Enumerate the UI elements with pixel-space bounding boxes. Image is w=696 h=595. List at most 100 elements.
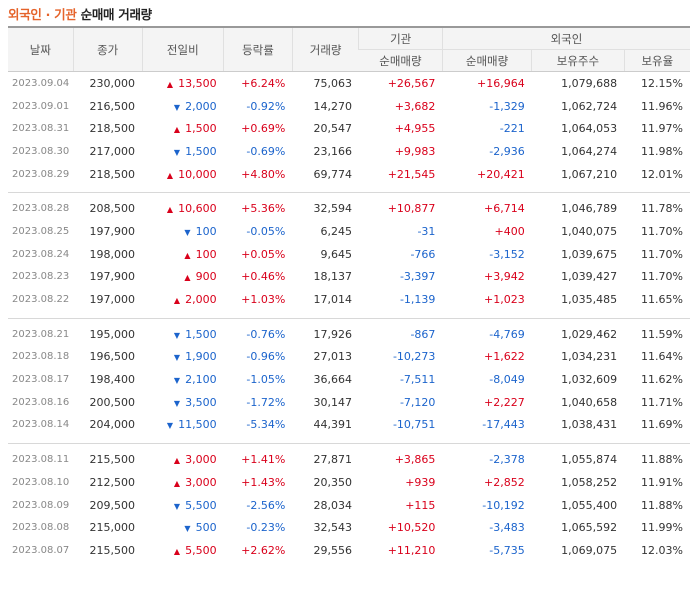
row-volume: 20,547 bbox=[313, 122, 352, 136]
row-date: 2023.08.29 bbox=[12, 168, 70, 180]
row-rate: -2.56% bbox=[246, 498, 286, 512]
row-holdings: 1,046,789 bbox=[561, 202, 618, 216]
header-holdings: 보유주수 bbox=[531, 49, 625, 72]
row-rate: -1.72% bbox=[246, 395, 286, 409]
group-separator bbox=[8, 310, 690, 319]
up-triangle-icon: ▲ bbox=[184, 273, 191, 283]
row-ratio: 11.64% bbox=[641, 350, 683, 364]
up-triangle-icon: ▲ bbox=[166, 79, 174, 89]
row-rate: +2.62% bbox=[241, 543, 286, 557]
row-date: 2023.08.10 bbox=[12, 476, 70, 488]
row-close: 197,900 bbox=[89, 224, 136, 238]
row-date: 2023.09.04 bbox=[12, 77, 70, 89]
row-holdings: 1,064,274 bbox=[561, 144, 618, 158]
row-foreign-net: -5,735 bbox=[489, 543, 525, 557]
row-close: 197,000 bbox=[89, 293, 136, 307]
row-change-value: 500 bbox=[195, 521, 217, 535]
row-holdings: 1,055,874 bbox=[561, 453, 618, 467]
row-foreign-net: +1,622 bbox=[484, 350, 525, 364]
row-volume: 27,013 bbox=[313, 350, 352, 364]
down-triangle-icon: ▼ bbox=[173, 398, 181, 408]
table-row: 2023.08.17 198,400 ▼ 2,100 -1.05% 36,664 -7,51… bbox=[8, 368, 690, 391]
header-foreign: 외국인 bbox=[441, 26, 690, 50]
row-ratio: 11.70% bbox=[641, 270, 683, 284]
row-foreign-net: -4,769 bbox=[489, 327, 525, 341]
row-volume: 20,350 bbox=[313, 475, 352, 489]
investor-trading-table: 날짜 종가 전일비 등락률 거래량 기관 외국인 순매매량 순매매량 보유주수 … bbox=[8, 26, 690, 562]
row-change: ▼ 500 bbox=[142, 516, 224, 539]
row-change: ▼ 2,000 bbox=[142, 95, 224, 118]
row-ratio: 11.78% bbox=[641, 202, 683, 216]
row-ratio: 11.88% bbox=[641, 453, 683, 467]
row-ratio: 12.15% bbox=[641, 76, 683, 90]
up-triangle-icon: ▲ bbox=[173, 125, 181, 135]
row-rate: -1.05% bbox=[246, 373, 286, 387]
row-rate: +0.69% bbox=[241, 122, 286, 136]
row-change-value: 1,500 bbox=[185, 122, 217, 136]
row-ratio: 11.62% bbox=[641, 373, 683, 387]
row-ratio: 11.99% bbox=[641, 521, 683, 535]
row-foreign-net: -3,483 bbox=[489, 521, 525, 535]
row-volume: 17,014 bbox=[313, 293, 352, 307]
row-inst-net: -31 bbox=[417, 224, 436, 238]
row-foreign-net: -2,378 bbox=[489, 453, 525, 467]
row-close: 204,000 bbox=[89, 418, 136, 432]
row-change-value: 1,500 bbox=[185, 144, 217, 158]
up-triangle-icon: ▲ bbox=[166, 170, 174, 180]
row-change: ▲ 5,500 bbox=[142, 539, 224, 562]
row-change-value: 3,000 bbox=[185, 475, 217, 489]
row-holdings: 1,039,427 bbox=[561, 270, 618, 284]
row-close: 196,500 bbox=[89, 350, 136, 364]
row-ratio: 11.65% bbox=[641, 293, 683, 307]
row-date: 2023.09.01 bbox=[12, 100, 70, 112]
row-volume: 9,645 bbox=[320, 247, 352, 261]
row-date: 2023.08.16 bbox=[12, 396, 70, 408]
table-row: 2023.08.23 197,900 ▲ 900 +0.46% 18,137 -3,397 +… bbox=[8, 266, 690, 289]
row-change-value: 3,000 bbox=[185, 453, 217, 467]
row-close: 230,000 bbox=[89, 76, 136, 90]
row-change-value: 1,900 bbox=[185, 350, 217, 364]
down-triangle-icon: ▼ bbox=[173, 501, 181, 511]
row-holdings: 1,039,675 bbox=[561, 247, 618, 261]
row-foreign-net: +1,023 bbox=[484, 293, 525, 307]
row-change-value: 5,500 bbox=[185, 498, 217, 512]
down-triangle-icon: ▼ bbox=[184, 227, 191, 237]
row-rate: -0.05% bbox=[246, 224, 286, 238]
row-change-value: 100 bbox=[195, 247, 217, 261]
row-change: ▼ 11,500 bbox=[142, 414, 224, 437]
row-date: 2023.08.23 bbox=[12, 271, 70, 283]
section-title: 외국인 · 기관 순매매 거래량 bbox=[8, 4, 152, 24]
down-triangle-icon: ▼ bbox=[173, 376, 181, 386]
table-row: 2023.08.07 215,500 ▲ 5,500 +2.62% 29,556 +11,2… bbox=[8, 539, 690, 562]
row-date: 2023.08.25 bbox=[12, 225, 70, 237]
header-volume: 거래량 bbox=[291, 26, 359, 72]
table-row: 2023.08.24 198,000 ▲ 100 +0.05% 9,645 -766 -3,1… bbox=[8, 243, 690, 266]
row-close: 216,500 bbox=[89, 99, 136, 113]
row-change-value: 2,000 bbox=[185, 293, 217, 307]
row-rate: +0.46% bbox=[241, 270, 286, 284]
row-inst-net: -7,511 bbox=[399, 373, 436, 387]
row-ratio: 11.97% bbox=[641, 122, 683, 136]
row-holdings: 1,065,592 bbox=[561, 521, 618, 535]
row-change-value: 10,600 bbox=[178, 202, 217, 216]
up-triangle-icon: ▲ bbox=[173, 478, 181, 488]
table-row: 2023.08.16 200,500 ▼ 3,500 -1.72% 30,147 -7,12… bbox=[8, 391, 690, 414]
row-rate: -0.76% bbox=[246, 327, 286, 341]
row-rate: +1.03% bbox=[241, 293, 286, 307]
row-change: ▲ 1,500 bbox=[142, 117, 224, 140]
row-close: 217,000 bbox=[89, 144, 136, 158]
row-volume: 17,926 bbox=[313, 327, 352, 341]
row-change: ▲ 3,000 bbox=[142, 444, 224, 471]
row-ratio: 11.96% bbox=[641, 99, 683, 113]
table-row: 2023.08.30 217,000 ▼ 1,500 -0.69% 23,166 +9,98… bbox=[8, 140, 690, 163]
row-holdings: 1,079,688 bbox=[561, 76, 618, 90]
row-ratio: 12.01% bbox=[641, 167, 683, 181]
row-change-value: 100 bbox=[195, 224, 217, 238]
row-volume: 6,245 bbox=[320, 224, 352, 238]
row-inst-net: +21,545 bbox=[387, 167, 436, 181]
header-ratio: 보유율 bbox=[623, 49, 690, 72]
row-change: ▲ 2,000 bbox=[142, 288, 224, 311]
row-date: 2023.08.31 bbox=[12, 123, 70, 135]
row-rate: +1.43% bbox=[241, 475, 286, 489]
row-foreign-net: +16,964 bbox=[477, 76, 525, 90]
